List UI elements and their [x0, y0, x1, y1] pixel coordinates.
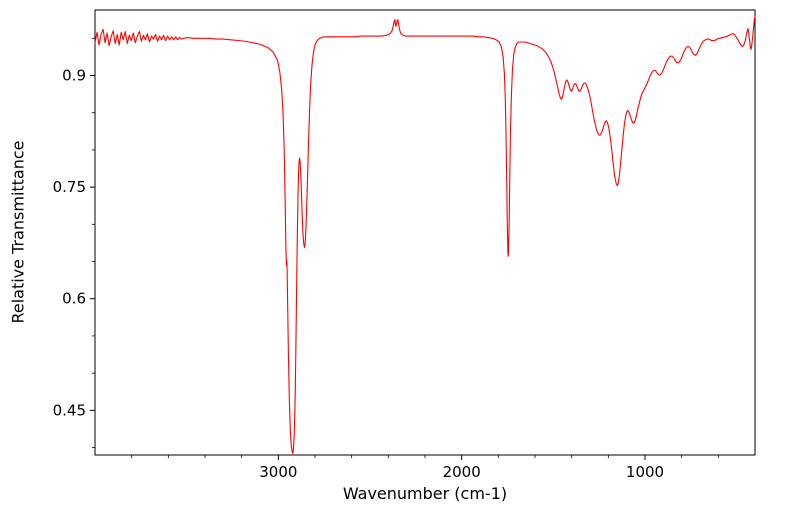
y-tick-label: 0.45	[53, 401, 86, 419]
x-tick-label: 3000	[259, 463, 297, 481]
y-tick-label: 0.9	[62, 66, 86, 84]
y-tick-label: 0.75	[53, 178, 86, 196]
x-tick-label: 1000	[626, 463, 664, 481]
y-tick-label: 0.6	[62, 290, 86, 308]
x-axis-label: Wavenumber (cm-1)	[342, 484, 508, 503]
x-tick-label: 2000	[443, 463, 481, 481]
y-axis-label: Relative Transmittance	[8, 140, 28, 324]
spectrum-line	[94, 16, 756, 455]
plot-border	[94, 9, 756, 456]
